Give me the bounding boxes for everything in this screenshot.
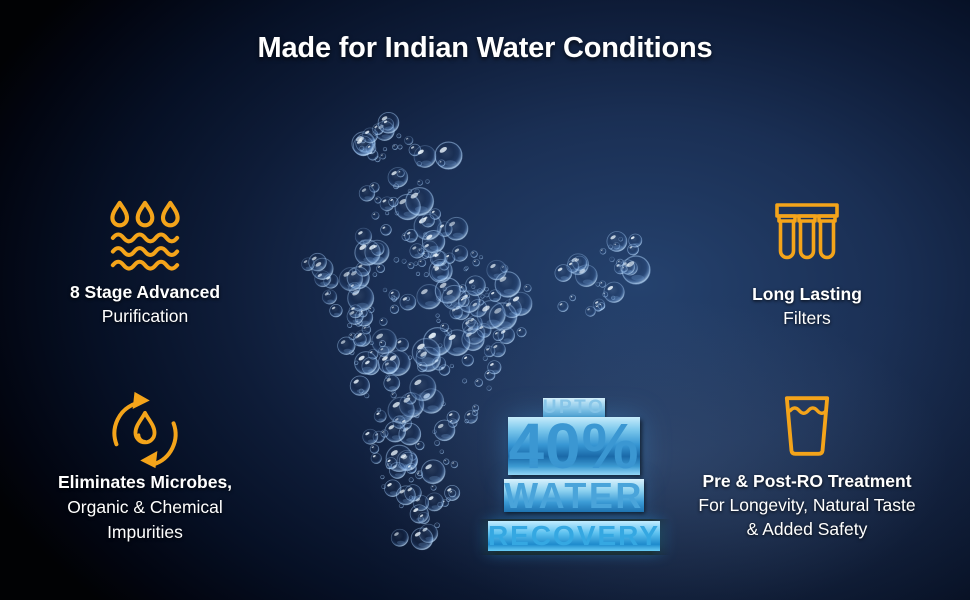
claim-upto: UPTO <box>542 397 606 418</box>
droplets-waves-icon <box>110 200 180 271</box>
feature-text-line: Pre & Post-RO Treatment <box>702 471 912 491</box>
water-recovery-claim: UPTO 40% WATER RECOVERY <box>434 398 714 555</box>
water-glass-icon <box>784 396 830 456</box>
feature-text-line: 8 Stage Advanced <box>69 282 221 302</box>
feature-text-line: Long Lasting <box>752 284 862 304</box>
feature-text-line: Eliminates Microbes, <box>57 472 233 492</box>
filter-cartridges-icon <box>775 203 839 260</box>
feature-text-line: Impurities <box>107 522 183 542</box>
feature-eliminates-microbes: Eliminates Microbes, Organic & Chemical … <box>25 390 265 545</box>
claim-recovery-band: RECOVERY <box>477 519 671 555</box>
feature-text-line: Purification <box>101 306 189 326</box>
feature-text-line: For Longevity, Natural Taste <box>698 495 916 515</box>
claim-percent: 40% <box>508 410 640 482</box>
feature-text-line: Organic & Chemical <box>67 497 223 517</box>
claim-water: WATER <box>504 475 644 516</box>
feature-long-lasting-filters: Long Lasting Filters <box>687 203 927 330</box>
feature-8-stage-purification: 8 Stage Advanced Purification <box>25 199 265 328</box>
recycle-droplet-icon <box>112 391 178 469</box>
page-title: Made for Indian Water Conditions <box>257 32 713 64</box>
feature-pre-post-ro: Pre & Post-RO Treatment For Longevity, N… <box>682 395 932 541</box>
claim-recovery: RECOVERY <box>487 520 661 551</box>
feature-text-line: Filters <box>783 308 831 328</box>
feature-text-line: & Added Safety <box>746 519 868 539</box>
